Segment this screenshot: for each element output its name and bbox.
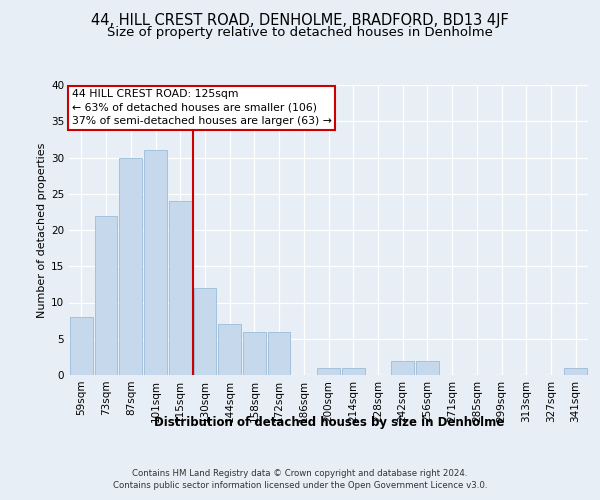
Bar: [268, 332, 290, 375]
Bar: [218, 324, 241, 375]
Bar: [317, 368, 340, 375]
Text: 44, HILL CREST ROAD, DENHOLME, BRADFORD, BD13 4JF: 44, HILL CREST ROAD, DENHOLME, BRADFORD,…: [91, 12, 509, 28]
Text: 44 HILL CREST ROAD: 125sqm
← 63% of detached houses are smaller (106)
37% of sem: 44 HILL CREST ROAD: 125sqm ← 63% of deta…: [71, 90, 331, 126]
Bar: [194, 288, 216, 375]
Text: Distribution of detached houses by size in Denholme: Distribution of detached houses by size …: [154, 416, 504, 429]
Bar: [243, 332, 266, 375]
Bar: [119, 158, 142, 375]
Bar: [342, 368, 365, 375]
Text: Size of property relative to detached houses in Denholme: Size of property relative to detached ho…: [107, 26, 493, 39]
Bar: [70, 317, 93, 375]
Bar: [391, 360, 414, 375]
Y-axis label: Number of detached properties: Number of detached properties: [37, 142, 47, 318]
Bar: [416, 360, 439, 375]
Bar: [95, 216, 118, 375]
Bar: [564, 368, 587, 375]
Bar: [169, 201, 191, 375]
Bar: [144, 150, 167, 375]
Text: Contains HM Land Registry data © Crown copyright and database right 2024.
Contai: Contains HM Land Registry data © Crown c…: [113, 469, 487, 490]
